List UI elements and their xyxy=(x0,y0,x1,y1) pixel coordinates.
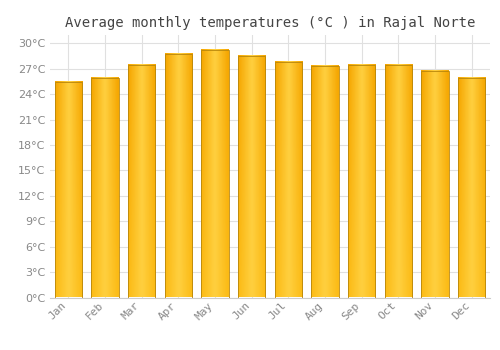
Bar xyxy=(458,78,485,298)
Bar xyxy=(201,50,229,298)
Bar xyxy=(311,66,339,298)
Bar xyxy=(348,65,376,298)
Bar xyxy=(274,62,302,298)
Bar xyxy=(384,65,412,298)
Bar xyxy=(421,71,448,297)
Bar xyxy=(128,65,156,298)
Title: Average monthly temperatures (°C ) in Rajal Norte: Average monthly temperatures (°C ) in Ra… xyxy=(65,16,475,30)
Bar xyxy=(91,78,119,298)
Bar xyxy=(164,54,192,298)
Bar xyxy=(238,56,266,298)
Bar xyxy=(54,82,82,298)
